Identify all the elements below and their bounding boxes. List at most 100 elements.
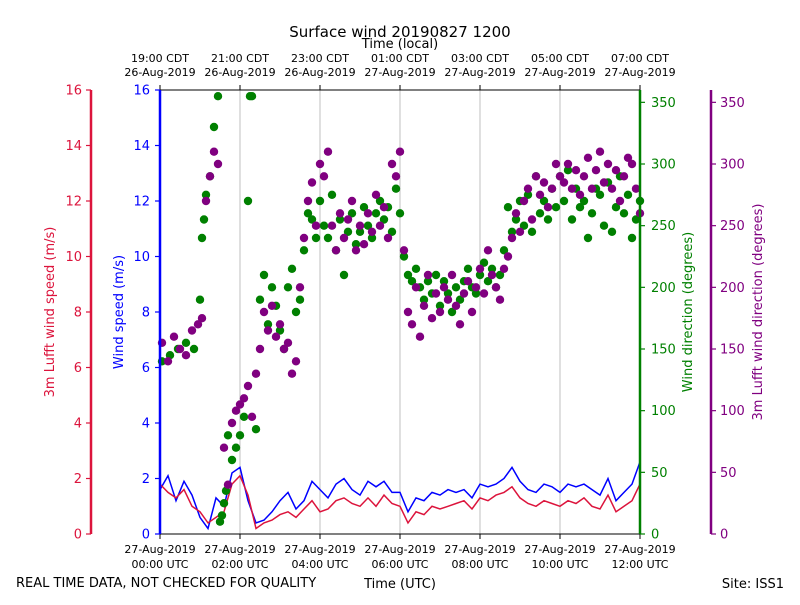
data-point [267, 301, 277, 310]
data-point [503, 203, 513, 212]
data-point [443, 295, 453, 304]
data-point [407, 277, 417, 286]
data-point [443, 289, 453, 298]
data-point [431, 289, 441, 298]
data-point [283, 338, 293, 347]
direction-axis-tick-label: 250 [651, 219, 676, 234]
data-point [383, 233, 393, 243]
data-point [583, 233, 593, 243]
data-point [619, 172, 629, 181]
luft-direction-axis-tick-label: 100 [720, 404, 745, 419]
bottom-tick-date: 27-Aug-2019 [204, 543, 275, 556]
luft-direction-axis-tick-label: 200 [720, 281, 745, 296]
direction-axis-tick-label: 50 [651, 466, 668, 481]
data-point [239, 412, 249, 421]
data-point [471, 289, 481, 298]
data-point [559, 196, 569, 206]
data-point [475, 264, 485, 273]
data-point [487, 264, 497, 273]
luft-direction-axis-tick-label: 250 [720, 219, 745, 234]
data-point [275, 320, 285, 329]
quality-disclaimer: REAL TIME DATA, NOT CHECKED FOR QUALITY [16, 576, 316, 591]
data-point [291, 307, 301, 317]
data-point [279, 344, 289, 354]
data-point [223, 480, 233, 489]
data-point [387, 159, 397, 169]
data-point [591, 166, 601, 175]
data-point [555, 172, 565, 181]
speed-axis-tick-label: 16 [133, 84, 150, 99]
data-point [391, 184, 401, 193]
plot-data [157, 92, 645, 531]
data-point [495, 295, 505, 304]
top-tick-date: 27-Aug-2019 [444, 66, 515, 79]
data-point [607, 227, 617, 236]
data-point [431, 270, 441, 280]
data-point [407, 320, 417, 329]
bottom-tick-date: 27-Aug-2019 [604, 543, 675, 556]
data-point [307, 178, 317, 187]
data-point [303, 209, 313, 218]
data-point [619, 209, 629, 218]
data-point [411, 283, 421, 292]
data-point [595, 147, 605, 156]
data-point [499, 264, 509, 273]
data-point [375, 221, 385, 230]
data-point [367, 227, 377, 236]
speed-axis-tick-label: 0 [142, 528, 150, 543]
data-point [375, 196, 385, 206]
top-tick-date: 27-Aug-2019 [364, 66, 435, 79]
data-point [559, 178, 569, 187]
data-point [511, 209, 521, 218]
data-point [587, 184, 597, 193]
data-point [323, 147, 333, 156]
data-point [379, 203, 389, 212]
data-point [607, 184, 617, 193]
data-point [499, 246, 509, 255]
bottom-tick-date: 27-Aug-2019 [444, 543, 515, 556]
data-point [347, 209, 357, 218]
data-point [483, 246, 493, 255]
data-point [419, 301, 429, 310]
data-point [323, 233, 333, 243]
data-point [227, 418, 237, 428]
luft-direction-axis-title: 3m Lufft wind direction (degrees) [751, 204, 766, 421]
data-point [519, 196, 529, 206]
data-point [213, 92, 223, 101]
data-point [627, 159, 637, 169]
data-point [195, 295, 205, 304]
data-point [181, 351, 191, 360]
data-point [181, 338, 191, 347]
data-point [563, 159, 573, 169]
top-axis-label: Time (local) [361, 37, 438, 52]
data-point [599, 178, 609, 187]
data-point [379, 215, 389, 224]
data-point [359, 240, 369, 249]
data-point [243, 381, 253, 391]
data-point [511, 215, 521, 224]
speed-axis-tick-label: 6 [142, 361, 150, 376]
data-point [335, 209, 345, 218]
top-tick-time: 21:00 CDT [211, 52, 269, 65]
data-point [551, 159, 561, 169]
data-point [275, 326, 285, 335]
data-point [219, 499, 229, 508]
data-point [355, 221, 365, 230]
direction-axis-tick-label: 300 [651, 158, 676, 173]
data-point [579, 172, 589, 181]
luft-speed-axis-tick-label: 10 [65, 250, 82, 265]
data-point [235, 431, 245, 440]
top-tick-date: 27-Aug-2019 [604, 66, 675, 79]
data-point [623, 190, 633, 199]
data-point [547, 184, 557, 193]
data-point [507, 233, 517, 243]
data-point [455, 320, 465, 329]
luft-direction-axis-tick-label: 0 [720, 528, 728, 543]
bottom-tick-time: 00:00 UTC [131, 558, 188, 571]
data-point [251, 425, 261, 434]
luft-speed-axis-tick-label: 6 [74, 361, 82, 376]
data-point [331, 246, 341, 255]
bottom-tick-time: 08:00 UTC [451, 558, 508, 571]
luft-direction-axis-tick-label: 300 [720, 158, 745, 173]
